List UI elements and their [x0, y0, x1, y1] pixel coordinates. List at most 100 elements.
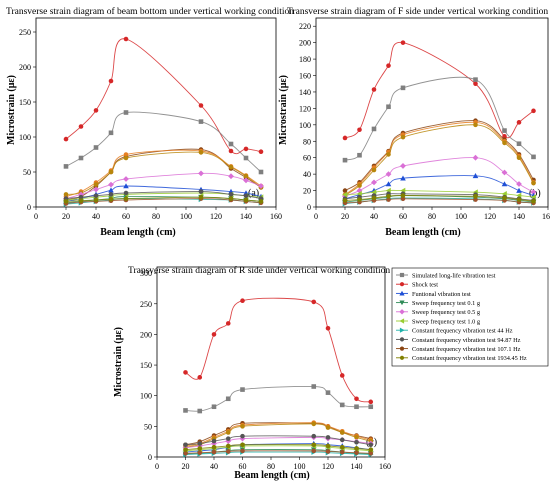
- y-tick-label: 50: [23, 168, 31, 177]
- series-4-point: [386, 152, 391, 157]
- series-0-point: [311, 299, 317, 305]
- x-tick-label: 100: [180, 212, 192, 221]
- series-4-point: [473, 122, 478, 128]
- y-tick-label: 100: [19, 133, 31, 142]
- series-0-point: [354, 396, 359, 402]
- series-3-curve: [185, 422, 371, 447]
- series-0-point: [473, 81, 478, 87]
- legend-marker: [399, 327, 405, 333]
- y-tick-label: 150: [140, 361, 152, 370]
- series-4-point: [516, 155, 522, 160]
- series-10-point: [225, 436, 231, 441]
- series-0-curve: [185, 297, 371, 403]
- y-tick-label: 200: [19, 63, 31, 72]
- series-4-point: [371, 167, 377, 173]
- series-1-point: [386, 104, 391, 110]
- x-tick-label: 120: [322, 462, 334, 471]
- series-4-point: [93, 182, 99, 187]
- series-5-point: [385, 171, 392, 178]
- series-12-point: [502, 195, 507, 201]
- x-tick-label: 60: [122, 212, 130, 221]
- series-0-point: [342, 135, 348, 141]
- y-axis-label: Microstrain (με): [278, 75, 289, 145]
- series-0-point: [123, 36, 129, 42]
- y-axis-label: Microstrain (με): [113, 327, 124, 397]
- series-10-point: [123, 190, 129, 196]
- y-tick-label: 120: [299, 104, 311, 113]
- series-12-point: [325, 443, 331, 449]
- series-0-point: [371, 87, 377, 92]
- series-11-point: [354, 450, 359, 456]
- plot-area: 0 20 40 60 80 100 120 140 160 0 50 100 150 200 250: [19, 17, 282, 221]
- series-0-point: [93, 108, 99, 113]
- series-4-point: [225, 430, 231, 435]
- y-tick-label: 200: [140, 330, 152, 339]
- legend-marker: [399, 300, 405, 306]
- series-12-point: [357, 197, 362, 202]
- series-12-point: [311, 442, 317, 448]
- series-10-point: [325, 435, 331, 440]
- legend-marker: [399, 282, 405, 287]
- series-12-point: [354, 446, 359, 451]
- series-5-point: [198, 170, 204, 177]
- series-12-point: [108, 197, 114, 202]
- series-1-point: [354, 404, 359, 410]
- series-4-point: [63, 192, 69, 197]
- series-1-point: [516, 141, 522, 147]
- legend-frame: [391, 267, 549, 367]
- series-12-point: [225, 443, 231, 449]
- series-10-point: [368, 442, 374, 448]
- series-12-point: [63, 199, 69, 204]
- plot-area: 0 20 40 60 80 100 120 140 160 0 50 100 150 200 250 300: [140, 266, 391, 471]
- legend-entry-label: Sweep frequency test 1.0 g: [412, 318, 481, 325]
- series-0-point: [502, 134, 507, 139]
- series-4-point: [108, 169, 114, 175]
- series-12-point: [531, 198, 536, 204]
- series-0-point: [228, 148, 234, 154]
- series-1-point: [473, 77, 478, 82]
- series-1-point: [400, 85, 406, 91]
- series-5-point: [371, 179, 377, 186]
- series-1-point: [240, 387, 245, 392]
- legend-entry-label: Sweep frequency test 0.5 g: [412, 309, 481, 316]
- series-1-curve: [185, 385, 371, 412]
- series-1-point: [325, 390, 331, 395]
- series-10-point: [93, 193, 99, 199]
- legend-entry-label: Sweep frequency test 0.1 g: [412, 300, 481, 307]
- chart-title: Transverse strain diagram of beam bottom…: [6, 6, 294, 17]
- legend: Simulated long-life vibration test Shock …: [391, 267, 549, 367]
- series-11-point: [311, 448, 317, 454]
- series-0-point: [240, 298, 245, 304]
- series-1-point: [197, 408, 203, 414]
- series-5-point: [225, 438, 232, 444]
- series-1-point: [311, 384, 317, 389]
- legend-marker: [399, 355, 405, 360]
- series-1-point: [93, 145, 99, 150]
- series-12-point: [243, 197, 249, 203]
- series-1-point: [78, 155, 84, 161]
- series-4-point: [531, 180, 536, 186]
- series-1-point: [183, 408, 188, 413]
- series-1-point: [357, 152, 362, 158]
- series-10-point: [183, 442, 188, 448]
- legend-marker: [399, 318, 405, 324]
- series-1-point: [368, 404, 374, 410]
- series-6-point: [501, 181, 508, 187]
- x-axis-label: Beam length (cm): [100, 227, 176, 238]
- series-11-point: [368, 451, 374, 456]
- series-1-point: [63, 164, 69, 169]
- series-12-point: [123, 196, 129, 201]
- series-5-point: [93, 186, 99, 193]
- legend-entry-label: Constant frequency vibration test 1934.4…: [412, 355, 527, 362]
- legend-entry-label: Simulated long-life vibration test: [412, 272, 496, 279]
- series-1-point: [228, 141, 234, 147]
- x-tick-label: 40: [370, 212, 378, 221]
- y-tick-label: 250: [140, 300, 152, 309]
- legend-marker: [399, 337, 405, 342]
- y-tick-label: 220: [299, 22, 311, 31]
- series-12-point: [371, 195, 377, 201]
- panel-label: (a): [248, 188, 259, 199]
- series-11-point: [339, 449, 345, 455]
- series-0-point: [516, 120, 522, 125]
- series-9-curve: [185, 451, 371, 455]
